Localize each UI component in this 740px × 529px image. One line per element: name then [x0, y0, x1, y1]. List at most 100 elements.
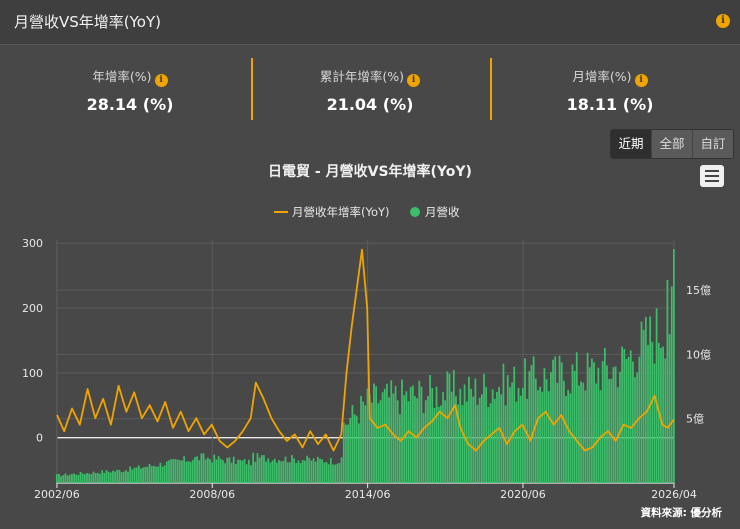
revenue-bar [543, 368, 546, 483]
revenue-bar [267, 458, 270, 483]
revenue-bar [541, 391, 544, 483]
revenue-bar [228, 457, 231, 483]
revenue-bar [317, 456, 319, 483]
revenue-bar [437, 406, 440, 483]
revenue-bar [94, 473, 97, 483]
revenue-bar [396, 400, 399, 483]
revenue-bar [362, 401, 365, 483]
revenue-bar [273, 458, 276, 483]
revenue-bar [332, 464, 334, 483]
revenue-bar [485, 387, 488, 483]
revenue-bar [150, 466, 153, 483]
revenue-bar [295, 463, 298, 483]
revenue-bar [191, 460, 194, 483]
revenue-bar [461, 405, 464, 483]
revenue-bar [226, 457, 229, 483]
revenue-bar [280, 461, 283, 483]
revenue-bar [142, 467, 144, 483]
revenue-bar [239, 459, 242, 483]
revenue-bar [562, 380, 565, 483]
revenue-bar [528, 371, 531, 483]
revenue-bar [662, 346, 664, 483]
revenue-bar [174, 459, 177, 483]
revenue-bar [603, 348, 606, 483]
revenue-bar [99, 473, 101, 483]
panel-header: 月營收VS年增率(YoY) i [0, 0, 740, 45]
revenue-bar [591, 358, 593, 483]
revenue-bar [187, 461, 190, 483]
legend-label-yoy: 月營收年增率(YoY) [292, 205, 390, 219]
revenue-bar [148, 464, 151, 483]
revenue-bar [597, 367, 600, 483]
info-icon[interactable]: i [407, 74, 421, 87]
revenue-bar [653, 363, 656, 483]
range-button-custom[interactable]: 自訂 [693, 130, 733, 158]
revenue-bar [206, 457, 209, 483]
y-tick-label-right: 15億 [686, 284, 711, 297]
revenue-bar [90, 474, 93, 483]
revenue-bar [502, 363, 505, 483]
stat-cumulative-yoy-value: 21.04 (%) [326, 95, 414, 114]
revenue-bar [340, 457, 343, 483]
revenue-bar [263, 455, 265, 483]
revenue-bar [159, 462, 162, 483]
stats-row: 年增率(%) i 28.14 (%) 累計年增率(%) i 21.04 (%) 月增… [0, 56, 740, 122]
revenue-bar [480, 394, 483, 483]
revenue-bar [429, 375, 431, 483]
revenue-bar [444, 400, 447, 483]
revenue-bar [513, 366, 516, 483]
revenue-bar [470, 388, 472, 483]
revenue-bar [269, 462, 272, 483]
revenue-bar [450, 391, 453, 483]
revenue-bar [468, 376, 470, 483]
revenue-bar [347, 424, 349, 483]
revenue-bar [435, 386, 438, 483]
revenue-bar [524, 358, 526, 483]
revenue-bar [575, 352, 578, 483]
revenue-bar [183, 456, 185, 483]
info-icon[interactable]: i [154, 74, 168, 87]
revenue-bar [345, 424, 347, 483]
revenue-bar [258, 457, 261, 483]
revenue-bar [489, 403, 492, 483]
revenue-bar [606, 365, 608, 483]
revenue-bar [496, 392, 498, 483]
revenue-bar [153, 465, 155, 483]
x-tick-label: 2014/06 [345, 488, 391, 501]
revenue-bar [483, 373, 485, 483]
revenue-bar [325, 461, 328, 483]
range-button-recent[interactable]: 近期 [611, 130, 652, 158]
revenue-bar [155, 466, 157, 483]
revenue-bar [664, 358, 667, 483]
revenue-bar [422, 412, 425, 483]
revenue-bar [168, 460, 170, 483]
legend-item-yoy[interactable]: 月營收年增率(YoY) [274, 204, 390, 220]
revenue-bar [647, 345, 649, 483]
revenue-bar [237, 459, 239, 483]
revenue-bar [614, 366, 617, 483]
info-icon[interactable]: i [716, 14, 730, 28]
range-button-all[interactable]: 全部 [652, 130, 693, 158]
revenue-bar [532, 356, 535, 483]
stat-mom: 月增率(%) i 18.11 (%) [490, 56, 730, 122]
revenue-bar [319, 458, 321, 483]
revenue-bar [60, 476, 62, 483]
revenue-bar [118, 470, 121, 483]
revenue-bar [297, 460, 300, 483]
info-icon[interactable]: i [634, 74, 648, 87]
revenue-bar [120, 472, 123, 483]
revenue-bar [299, 463, 302, 483]
hamburger-menu-icon[interactable] [700, 165, 724, 187]
revenue-bar [321, 459, 324, 483]
yoy-line [56, 248, 675, 452]
revenue-bar [364, 405, 367, 483]
revenue-bar [500, 394, 503, 483]
revenue-bar [582, 382, 585, 483]
stat-cumulative-yoy: 累計年增率(%) i 21.04 (%) [250, 56, 490, 122]
revenue-bar [381, 392, 384, 483]
revenue-bar [506, 375, 509, 483]
stat-cumulative-yoy-label: 累計年增率(%) [319, 69, 405, 84]
revenue-bar [68, 474, 71, 483]
legend-item-revenue[interactable]: 月營收 [410, 204, 460, 220]
revenue-bar [515, 401, 518, 483]
